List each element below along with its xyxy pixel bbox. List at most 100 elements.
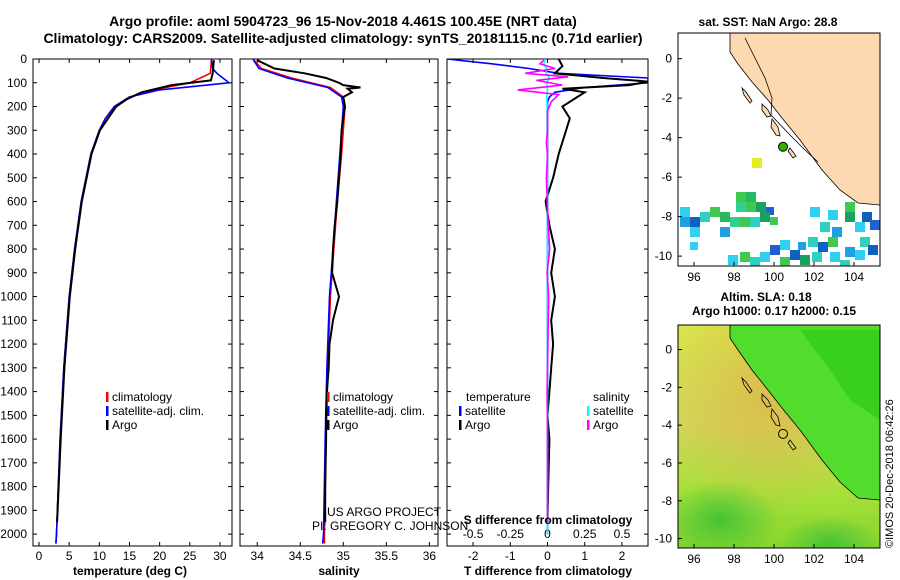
sst-pixel [780, 240, 790, 250]
map-y-tick-label: -10 [655, 532, 673, 546]
sst-pixel [820, 222, 830, 232]
difference-legend: temperature salinitysatelliteArgosatellit… [459, 390, 634, 432]
sst-pixel [690, 217, 700, 227]
sst-pixel-field [680, 158, 880, 266]
figure-title-line2: Climatology: CARS2009. Satellite-adjuste… [43, 30, 642, 46]
sst-pixel [750, 217, 760, 227]
map-y-tick-label: -6 [661, 170, 672, 184]
map-y-tick-label: 0 [665, 343, 672, 357]
y-tick-label: 1600 [0, 432, 27, 446]
sst-pixel [798, 242, 806, 250]
temperature-plot-frame [32, 58, 233, 547]
sst-pixel [860, 237, 870, 247]
x-tick-label: 10 [93, 549, 107, 563]
sst-pixel [845, 212, 855, 222]
pi-credit: PI: GREGORY C. JOHNSON [312, 519, 468, 533]
sumatra-west-coast [744, 37, 819, 163]
y-tick-label: 1700 [0, 456, 27, 470]
sla-low-anomaly-2 [780, 515, 880, 548]
legend-swatch [327, 406, 330, 416]
sst-pixel [770, 245, 780, 255]
salinity-x-axis: 34 34.5 35 35.5 36 [251, 59, 437, 563]
x-tick-label: 35 [337, 549, 351, 563]
imos-timestamp: ©IMOS 20-Dec-2018 06:42:26 [884, 399, 896, 548]
sst-pixel [730, 217, 740, 227]
x-tick-label: 30 [213, 549, 227, 563]
y-tick-label: 2000 [0, 527, 27, 541]
x-tick-label-salinity: -0.5 [463, 527, 484, 541]
sst-pixel [740, 217, 750, 227]
sst-pixel [690, 227, 700, 237]
sst-pixel [756, 202, 766, 212]
legend-label: satellite-adj. clim. [333, 404, 425, 418]
map-x-tick-label: 98 [727, 552, 741, 566]
series-line-s-argo [517, 59, 569, 523]
legend-swatch [327, 420, 330, 430]
legend-swatch [106, 420, 109, 430]
legend-label: climatology [333, 390, 393, 404]
mentawai-islands-sla [741, 376, 797, 451]
y-tick-label: 600 [7, 195, 27, 209]
legend-title-salinity: salinity [593, 390, 630, 404]
sla-low-anomaly [678, 480, 780, 548]
x-tick-label: 35.5 [375, 549, 399, 563]
sla-land-shade [800, 330, 880, 420]
y-tick-label: 800 [7, 242, 27, 256]
salinity-panel: 34 34.5 35 35.5 36 salinity climatologysatel… [239, 58, 468, 578]
legend-swatch [327, 392, 330, 402]
legend-label: climatology [112, 390, 172, 404]
salinity-xlabel: salinity [318, 564, 360, 578]
x-tick-label: 25 [183, 549, 197, 563]
sst-pixel [750, 257, 760, 266]
y-tick-label: 300 [7, 123, 27, 137]
sst-pixel [746, 192, 756, 202]
legend-label: Argo [112, 418, 138, 432]
map-y-tick-label: -6 [661, 456, 672, 470]
series-line-climatology [252, 59, 346, 544]
sumatra-land [729, 33, 880, 206]
x-tick-label: 36 [423, 549, 437, 563]
sst-pixel [812, 252, 822, 262]
map-x-tick-label: 104 [844, 552, 864, 566]
sst-pixel [680, 207, 690, 217]
sst-pixel [840, 260, 850, 266]
x-tick-label: -1 [505, 549, 516, 563]
series-line-argo [256, 59, 361, 523]
argo-location-marker-sla [778, 428, 788, 439]
sst-pixel [760, 252, 770, 262]
sst-pixel [818, 242, 828, 252]
x-tick-label: 0 [544, 549, 551, 563]
map-x-tick-label: 102 [804, 270, 824, 284]
series-line-satellite-adj-clim- [252, 59, 345, 544]
y-tick-label: 1500 [0, 408, 27, 422]
map-x-tick-label: 98 [727, 270, 741, 284]
y-tick-label: 100 [7, 76, 27, 90]
sst-pixel [855, 222, 865, 232]
x-tick-label: 2 [619, 549, 626, 563]
sst-pixel [870, 220, 880, 230]
mentawai-islands [741, 86, 797, 159]
sla-map-axes: 96 98 100 102 104 0 -2 -4 -6 -8 -10 [655, 343, 865, 566]
x-tick-label: 15 [123, 549, 137, 563]
y-tick-label: 1900 [0, 503, 27, 517]
temperature-x-axis: 0 5 10 15 20 25 30 [36, 59, 227, 563]
y-tick-label: 900 [7, 266, 27, 280]
y-tick-label: 0 [20, 52, 27, 66]
legend-swatch [459, 406, 462, 416]
sst-pixel [720, 212, 730, 222]
x-tick-label: 0 [36, 549, 43, 563]
temperature-panel: 0100200300400500600700800900100011001200… [0, 52, 648, 578]
difference-xlabel: T difference from climatology [464, 564, 632, 578]
sst-pixel [855, 250, 865, 260]
sst-pixel [690, 242, 698, 250]
sst-pixel [740, 252, 750, 262]
sst-pixel [770, 217, 778, 225]
x-tick-label: 5 [66, 549, 73, 563]
legend-title-temperature: temperature [466, 390, 531, 404]
legend-swatch [587, 406, 590, 416]
map-x-tick-label: 102 [804, 552, 824, 566]
x-tick-label: 1 [581, 549, 588, 563]
sst-pixel [736, 192, 746, 202]
sst-pixel [832, 227, 842, 237]
